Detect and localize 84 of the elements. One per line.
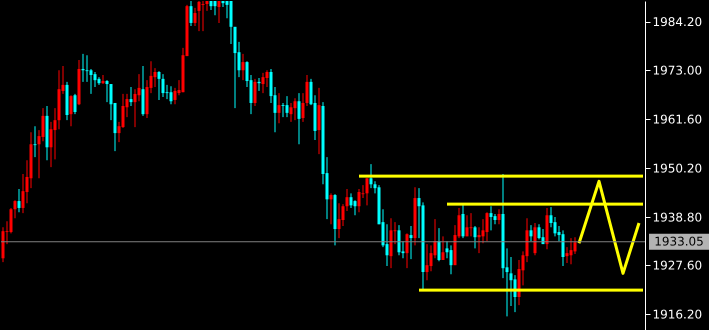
- candlestick: [154, 68, 156, 88]
- candlestick: [478, 226, 480, 254]
- candlestick: [562, 230, 564, 267]
- candlestick: [430, 244, 432, 272]
- candlestick: [358, 188, 360, 213]
- candlestick: [286, 96, 288, 118]
- candlestick: [242, 53, 244, 81]
- candlestick: [90, 68, 92, 94]
- y-tick-label: 1938.80: [652, 210, 702, 224]
- candlestick: [530, 224, 532, 242]
- candlestick: [398, 224, 400, 256]
- candlestick: [330, 192, 332, 225]
- candlestick: [278, 92, 280, 124]
- candlestick: [214, 0, 216, 16]
- candlestick: [266, 70, 268, 88]
- candlestick: [466, 214, 468, 237]
- candlestick: [302, 92, 304, 122]
- candlestick: [54, 108, 56, 160]
- y-tick-label: 1927.60: [652, 258, 702, 273]
- y-tick-label: 1973.00: [652, 63, 702, 78]
- candlestick: [498, 208, 500, 225]
- candlestick: [70, 94, 72, 127]
- candlestick: [22, 173, 24, 214]
- candlestick: [462, 202, 464, 239]
- candlestick: [138, 74, 140, 102]
- candlestick: [162, 74, 164, 98]
- candlestick: [174, 87, 176, 105]
- candlestick: [438, 228, 440, 262]
- candlestick: [102, 74, 104, 85]
- candlestick: [50, 121, 52, 168]
- candlestick: [94, 71, 96, 88]
- y-tick-label: 1916.20: [652, 308, 702, 322]
- candlestick: [170, 86, 172, 105]
- candlestick: [538, 224, 540, 240]
- candlestick: [74, 93, 76, 115]
- y-tick-label: 1984.20: [652, 15, 702, 30]
- candlestick: [342, 204, 344, 227]
- y-tick-label: 1961.60: [652, 112, 702, 126]
- candlestick: [350, 192, 352, 208]
- candlestick: [442, 236, 444, 261]
- candlestick: [14, 200, 16, 219]
- candlestick: [474, 226, 476, 249]
- candlestick: [134, 88, 136, 128]
- candlestick: [254, 78, 256, 106]
- candlestick: [190, 0, 192, 26]
- candlestick: [566, 246, 568, 264]
- candlestick: [426, 244, 428, 281]
- candlestick: [406, 232, 408, 269]
- candlestick: [338, 202, 340, 239]
- candlestick: [306, 74, 308, 106]
- candlestick: [198, 0, 200, 32]
- candlestick: [158, 70, 160, 100]
- candlestick: [490, 206, 492, 231]
- candlestick: [10, 207, 12, 234]
- candlestick: [42, 108, 44, 142]
- candlestick: [298, 92, 300, 145]
- candlestick: [218, 0, 220, 24]
- candlestick: [262, 72, 264, 94]
- candlestick: [386, 224, 388, 267]
- candlestick: [82, 53, 84, 82]
- candlestick: [346, 188, 348, 212]
- candlestick: [282, 102, 284, 118]
- candlestick: [206, 0, 208, 12]
- candlestick: [210, 0, 212, 11]
- candlestick: [510, 256, 512, 307]
- y-tick-label: 1950.20: [652, 161, 702, 176]
- candlestick: [570, 238, 572, 265]
- candlestick: [574, 236, 576, 254]
- candlestick: [18, 188, 20, 213]
- candlestick: [354, 200, 356, 216]
- candlestick: [130, 86, 132, 106]
- ref-line-label: 1933.05: [654, 234, 704, 249]
- candlestick: [290, 102, 292, 122]
- candlestick: [554, 216, 556, 237]
- candlestick: [450, 244, 452, 275]
- candlestick: [486, 212, 488, 242]
- candlestick: [202, 0, 204, 32]
- candlestick: [410, 226, 412, 260]
- candlestick: [194, 7, 196, 26]
- candlestick: [294, 98, 296, 121]
- candlestick: [106, 80, 108, 103]
- candlestick: [366, 178, 368, 206]
- candlestick: [370, 164, 372, 189]
- candlestick: [494, 213, 496, 225]
